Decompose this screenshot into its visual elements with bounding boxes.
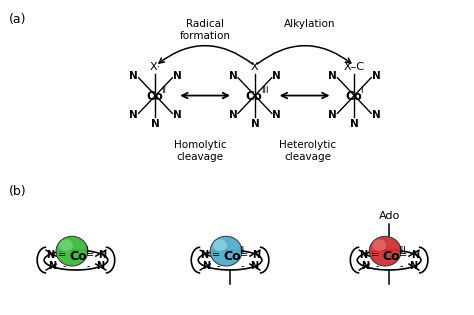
Text: N: N <box>98 250 106 260</box>
Text: Alkylation: Alkylation <box>284 19 335 29</box>
Text: Radical
formation: Radical formation <box>180 19 231 41</box>
FancyArrowPatch shape <box>159 46 253 64</box>
Text: N: N <box>328 71 337 81</box>
Text: (b): (b) <box>9 185 27 198</box>
Text: N: N <box>202 261 210 271</box>
Ellipse shape <box>372 239 386 251</box>
Text: =: = <box>212 250 220 260</box>
Text: N: N <box>372 71 381 81</box>
Text: N: N <box>372 110 381 120</box>
Text: I: I <box>360 86 363 95</box>
Text: =: = <box>240 250 248 260</box>
Text: =: = <box>86 250 94 260</box>
Text: -: - <box>86 261 90 271</box>
Text: (a): (a) <box>9 13 27 26</box>
Text: N: N <box>173 110 182 120</box>
Text: N: N <box>96 261 104 271</box>
Text: X·: X· <box>150 62 161 72</box>
Text: -: - <box>240 261 244 271</box>
Text: Co: Co <box>69 249 87 263</box>
Text: N: N <box>200 250 208 260</box>
Ellipse shape <box>210 236 242 266</box>
Text: N: N <box>361 261 369 271</box>
Text: Co: Co <box>146 90 163 103</box>
Text: N: N <box>350 119 359 129</box>
Text: N: N <box>173 71 182 81</box>
Text: -: - <box>216 261 220 271</box>
Text: N: N <box>359 250 367 260</box>
Text: N: N <box>273 71 281 81</box>
Text: =: = <box>371 250 379 260</box>
Text: X: X <box>251 62 259 72</box>
Ellipse shape <box>213 239 227 251</box>
Text: N: N <box>328 110 337 120</box>
Text: N: N <box>273 110 281 120</box>
Text: I: I <box>85 246 88 255</box>
Text: N: N <box>48 261 56 271</box>
Text: =: = <box>58 250 66 260</box>
FancyArrowPatch shape <box>257 46 351 64</box>
Text: Co: Co <box>382 249 400 263</box>
Text: Co: Co <box>345 90 362 103</box>
Text: N: N <box>129 110 138 120</box>
Text: -: - <box>62 261 66 271</box>
Text: =: = <box>399 250 407 260</box>
Text: N: N <box>46 250 54 260</box>
Text: -: - <box>375 261 379 271</box>
Text: Ado: Ado <box>378 211 400 221</box>
Text: N: N <box>250 261 258 271</box>
Text: Heterolytic
cleavage: Heterolytic cleavage <box>279 140 336 162</box>
Text: -: - <box>399 261 403 271</box>
Text: II: II <box>239 246 244 255</box>
Text: III: III <box>398 246 406 255</box>
Text: N: N <box>129 71 138 81</box>
Text: N: N <box>409 261 417 271</box>
Ellipse shape <box>56 236 88 266</box>
Text: N: N <box>151 119 160 129</box>
Text: N: N <box>228 71 237 81</box>
Text: N: N <box>411 250 419 260</box>
Text: Co: Co <box>246 90 262 103</box>
Text: X–C: X–C <box>344 62 365 72</box>
Text: N: N <box>228 110 237 120</box>
Ellipse shape <box>59 239 73 251</box>
Text: Co: Co <box>223 249 241 263</box>
Text: N: N <box>252 250 260 260</box>
Text: N: N <box>251 119 259 129</box>
Text: III: III <box>261 86 268 95</box>
Ellipse shape <box>369 236 401 266</box>
Text: II: II <box>162 86 166 95</box>
Text: Homolytic
cleavage: Homolytic cleavage <box>174 140 227 162</box>
